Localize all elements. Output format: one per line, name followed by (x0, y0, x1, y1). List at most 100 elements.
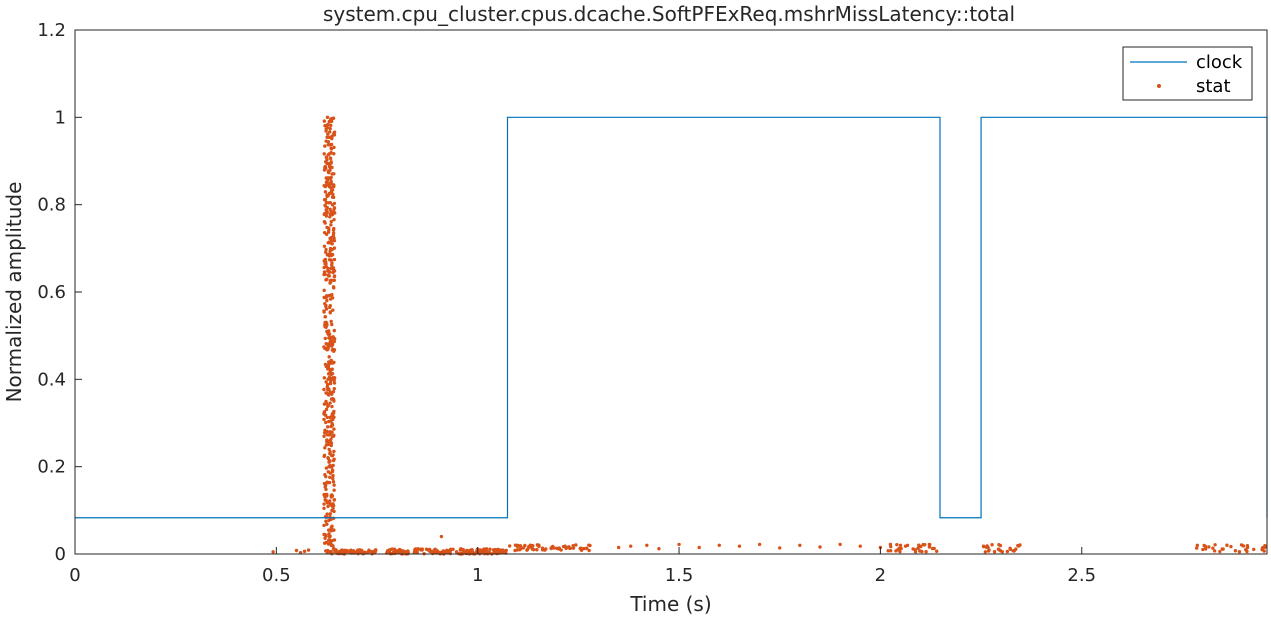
stat-point (339, 548, 344, 552)
stat-point (470, 548, 474, 552)
stat-point (322, 212, 326, 217)
stat-point (326, 273, 330, 278)
stat-point (322, 244, 327, 248)
stat-point (757, 542, 762, 547)
stat-point (322, 230, 327, 235)
stat-point (325, 329, 329, 334)
stat-point (465, 548, 469, 553)
stat-point (478, 548, 483, 552)
stat-point (657, 547, 661, 551)
stat-point (332, 133, 337, 137)
stat-point (325, 179, 330, 183)
stat-point (330, 404, 334, 409)
stat-point (332, 498, 336, 502)
stat-point (335, 551, 340, 556)
stat-series (271, 115, 1267, 556)
y-tick-label: 1.2 (37, 20, 66, 41)
stat-point (329, 123, 333, 128)
legend-box (1122, 46, 1253, 101)
stat-point (330, 247, 334, 252)
stat-point (328, 339, 333, 344)
stat-point (329, 526, 333, 530)
stat-point (326, 372, 331, 376)
stat-point (328, 502, 332, 506)
stat-point (328, 236, 332, 241)
stat-point (537, 543, 541, 547)
stat-point (323, 203, 327, 208)
stat-point (331, 285, 336, 289)
stat-point (332, 457, 336, 461)
stat-point (1211, 546, 1215, 550)
x-tick-label: 2.5 (1067, 565, 1096, 586)
stat-point (587, 543, 591, 547)
stat-point (332, 386, 336, 391)
stat-point (328, 512, 332, 516)
stat-point (332, 201, 337, 206)
stat-point (330, 165, 334, 170)
stat-point (327, 518, 331, 523)
stat-point (325, 480, 329, 484)
stat-point (587, 548, 591, 553)
stat-point (329, 190, 333, 195)
stat-point (328, 430, 332, 434)
stat-point (778, 546, 782, 550)
stat-point (531, 544, 535, 548)
stat-point (461, 548, 465, 552)
stat-point (328, 401, 332, 405)
stat-point (323, 536, 327, 540)
stat-point (571, 546, 576, 550)
stat-point (888, 549, 893, 553)
stat-point (322, 376, 327, 380)
stat-point (328, 475, 332, 480)
stat-point (322, 434, 326, 438)
stat-point (677, 542, 681, 547)
stat-point (416, 547, 420, 551)
clock-line (75, 116, 1268, 519)
stat-point (326, 153, 331, 157)
stat-point (325, 158, 329, 162)
stat-point (330, 210, 334, 214)
stat-point (324, 139, 328, 143)
stat-point (798, 543, 802, 547)
stat-point (324, 487, 328, 492)
stat-point (913, 550, 918, 554)
stat-point (983, 550, 988, 554)
stat-point (444, 549, 448, 554)
stat-point (327, 355, 331, 359)
stat-point (329, 160, 333, 164)
stat-point (329, 293, 333, 297)
stat-point (497, 548, 501, 552)
stat-point (329, 219, 333, 224)
stat-point (616, 545, 621, 550)
stat-point (327, 534, 331, 539)
stat-point (331, 308, 335, 312)
stat-point (322, 402, 327, 406)
stat-point (331, 233, 336, 238)
stat-point (491, 548, 496, 552)
plot-background (75, 30, 1267, 554)
stat-point (996, 547, 1001, 551)
stat-point (330, 423, 335, 427)
stat-point (323, 324, 327, 329)
stat-point (1218, 549, 1222, 554)
y-tick-label: 0.4 (37, 369, 66, 390)
y-tick-label: 1 (55, 107, 66, 128)
stat-point (331, 473, 335, 478)
stat-point (385, 550, 389, 555)
legend: clock stat (1122, 46, 1253, 101)
stat-point (329, 361, 333, 365)
stat-point (327, 419, 331, 424)
stat-point (325, 382, 330, 387)
stat-point (584, 546, 589, 551)
stat-point (328, 540, 332, 545)
stat-point (552, 546, 556, 550)
stat-point (323, 257, 328, 262)
stat-point (574, 543, 578, 547)
stat-point (326, 442, 331, 447)
stat-point (327, 460, 331, 464)
stat-point (322, 454, 326, 459)
stat-point (329, 529, 333, 533)
stat-point (356, 548, 360, 552)
stat-point (326, 122, 330, 127)
stat-point (324, 380, 328, 384)
